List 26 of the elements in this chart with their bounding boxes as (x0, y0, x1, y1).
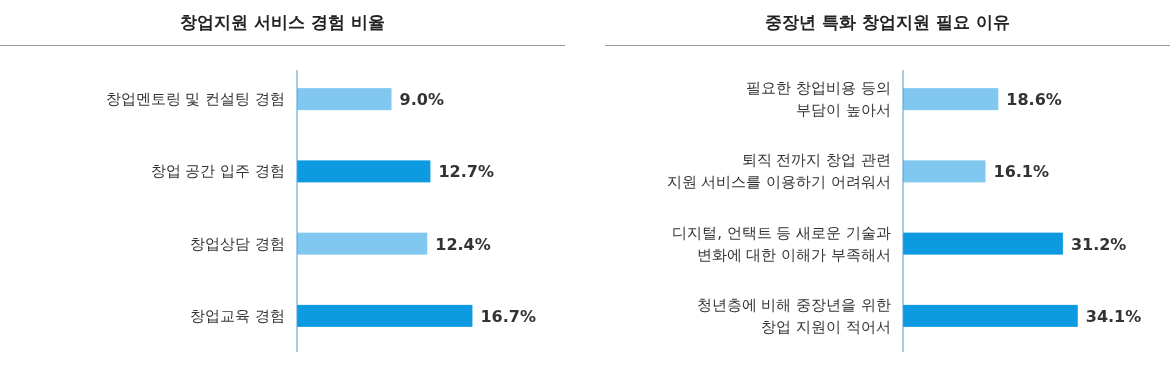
data-label: 9.0% (399, 90, 444, 110)
bar (903, 160, 986, 183)
y-tick-label: 창업상담 경험 (190, 234, 285, 253)
bar (297, 160, 431, 183)
chart-title: 창업지원 서비스 경험 비율 (180, 12, 385, 32)
y-tick-label: 필요한 창업비용 등의 부담이 높아서 (746, 79, 891, 120)
data-label: 12.4% (435, 234, 491, 254)
y-tick-label: 창업멘토링 및 컨설팅 경험 (105, 90, 285, 109)
data-label: 18.6% (1006, 90, 1062, 110)
y-tick-label: 창업교육 경험 (190, 306, 285, 325)
bar (903, 88, 999, 111)
chart-title: 중장년 특화 창업지원 필요 이유 (765, 12, 1010, 32)
data-label: 12.7% (438, 162, 494, 182)
data-label: 31.2% (1070, 234, 1127, 254)
y-tick-label: 창업 공간 입주 경험 (150, 162, 285, 181)
bar (903, 304, 1078, 327)
data-label: 34.1% (1085, 306, 1142, 326)
bar (297, 304, 473, 327)
bar (297, 232, 428, 255)
y-tick-label: 퇴직 전까지 창업 관련 지원 서비스를 이용하기 어려워서 (666, 151, 891, 192)
data-label: 16.1% (993, 162, 1050, 182)
bar (903, 232, 1063, 255)
bar (297, 88, 392, 111)
data-label: 16.7% (480, 306, 536, 326)
y-tick-label: 청년층에 비해 중장년을 위한 창업 지원이 적어서 (696, 295, 891, 336)
y-tick-label: 디지털, 언택트 등 새로운 기술과 변화에 대한 이해가 부족해서 (672, 223, 891, 264)
